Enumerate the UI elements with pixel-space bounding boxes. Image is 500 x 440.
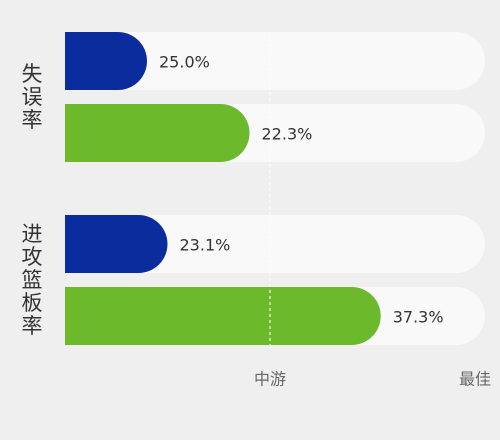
bar-track bbox=[65, 215, 485, 273]
value-label: 22.3% bbox=[262, 125, 313, 144]
value-label: 23.1% bbox=[180, 236, 231, 255]
x-tick-label: 中游 bbox=[254, 370, 286, 389]
category-label: 进攻篮板率 bbox=[19, 223, 43, 338]
x-tick-label: 最佳 bbox=[459, 370, 491, 389]
bar bbox=[65, 32, 147, 90]
value-label: 25.0% bbox=[159, 53, 210, 72]
bar bbox=[65, 215, 168, 273]
category-label: 失误率 bbox=[19, 63, 43, 132]
value-label: 37.3% bbox=[393, 308, 444, 327]
bar bbox=[65, 104, 250, 162]
bar-track bbox=[65, 32, 485, 90]
bar bbox=[65, 287, 381, 345]
